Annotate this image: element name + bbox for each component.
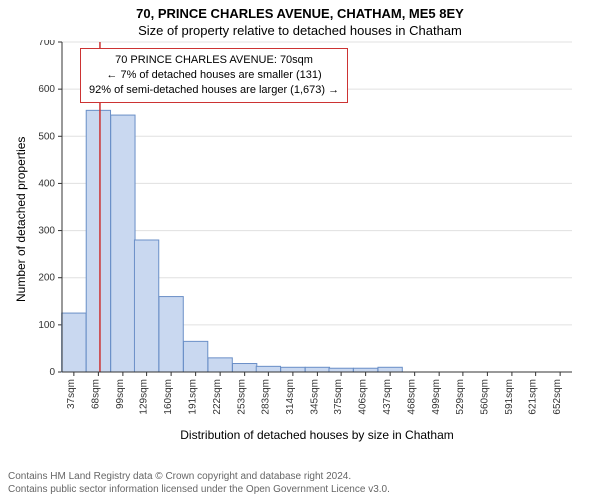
svg-text:499sqm: 499sqm (431, 379, 442, 415)
svg-text:160sqm: 160sqm (163, 379, 174, 415)
footer-attribution: Contains HM Land Registry data © Crown c… (8, 471, 390, 496)
callout-box: 70 PRINCE CHARLES AVENUE: 70sqm ← 7% of … (80, 48, 348, 103)
y-axis-label: Number of detached properties (14, 137, 28, 302)
x-axis-label: Distribution of detached houses by size … (62, 428, 572, 442)
svg-text:99sqm: 99sqm (115, 379, 126, 409)
svg-text:406sqm: 406sqm (358, 379, 369, 415)
svg-text:591sqm: 591sqm (504, 379, 515, 415)
svg-text:345sqm: 345sqm (309, 379, 320, 415)
svg-text:283sqm: 283sqm (260, 379, 271, 415)
svg-text:529sqm: 529sqm (455, 379, 466, 415)
svg-text:222sqm: 222sqm (212, 379, 223, 415)
svg-text:500: 500 (38, 131, 55, 142)
callout-line-2: ← 7% of detached houses are smaller (131… (89, 68, 339, 83)
svg-text:468sqm: 468sqm (407, 379, 418, 415)
chart-container: 0 100 200 300 400 500 600 700 37sqm 68sqm 99sqm 129… (0, 40, 600, 450)
svg-text:314sqm: 314sqm (285, 379, 296, 415)
svg-text:560sqm: 560sqm (479, 379, 490, 415)
svg-text:700: 700 (38, 40, 55, 48)
svg-text:437sqm: 437sqm (382, 379, 393, 415)
svg-text:600: 600 (38, 84, 55, 95)
svg-text:621sqm: 621sqm (528, 379, 539, 415)
svg-text:129sqm: 129sqm (139, 379, 150, 415)
callout-line-1: 70 PRINCE CHARLES AVENUE: 70sqm (89, 53, 339, 68)
svg-text:652sqm: 652sqm (552, 379, 563, 415)
footer-line-1: Contains HM Land Registry data © Crown c… (8, 471, 390, 484)
footer-line-2: Contains public sector information licen… (8, 484, 390, 497)
page-title: 70, PRINCE CHARLES AVENUE, CHATHAM, ME5 … (0, 0, 600, 21)
svg-text:0: 0 (49, 367, 55, 378)
svg-text:400: 400 (38, 178, 55, 189)
page-subtitle: Size of property relative to detached ho… (0, 21, 600, 38)
svg-text:375sqm: 375sqm (333, 379, 344, 415)
svg-text:68sqm: 68sqm (90, 379, 101, 409)
callout-line-3: 92% of semi-detached houses are larger (… (89, 83, 339, 98)
svg-text:100: 100 (38, 320, 55, 331)
svg-text:300: 300 (38, 226, 55, 237)
svg-text:191sqm: 191sqm (188, 379, 199, 415)
svg-text:200: 200 (38, 273, 55, 284)
svg-text:37sqm: 37sqm (66, 379, 77, 409)
svg-text:253sqm: 253sqm (237, 379, 248, 415)
